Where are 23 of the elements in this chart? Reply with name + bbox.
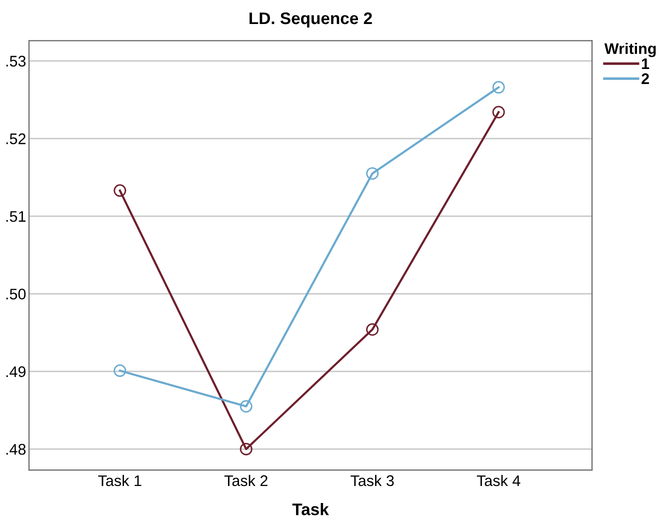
legend-label: 2: [642, 73, 649, 84]
x-tick-label: Task 3: [350, 474, 394, 486]
point: [240, 400, 252, 413]
y-tick-label: .48: [6, 444, 26, 455]
point: [492, 81, 505, 94]
legend-title: Writing: [604, 42, 656, 58]
x-axis-title: Task: [292, 503, 329, 516]
point: [240, 442, 252, 456]
y-tick-label: .49: [6, 366, 26, 378]
point: [114, 184, 126, 197]
x-tick-label: Task 4: [476, 474, 520, 486]
y-tick-label: .50: [6, 288, 26, 300]
legend-label: 1: [642, 58, 650, 69]
point: [114, 364, 126, 377]
point: [366, 323, 379, 336]
x-tick-label: Task 2: [224, 474, 268, 486]
y-tick-label: .51: [6, 211, 26, 222]
y-tick-label: .52: [6, 133, 26, 144]
x-tick-label: Task 1: [98, 474, 142, 486]
chart-title: LD. Sequence 2: [250, 12, 372, 28]
y-tick-label: .53: [6, 56, 26, 67]
point: [366, 167, 379, 180]
point: [492, 106, 505, 118]
